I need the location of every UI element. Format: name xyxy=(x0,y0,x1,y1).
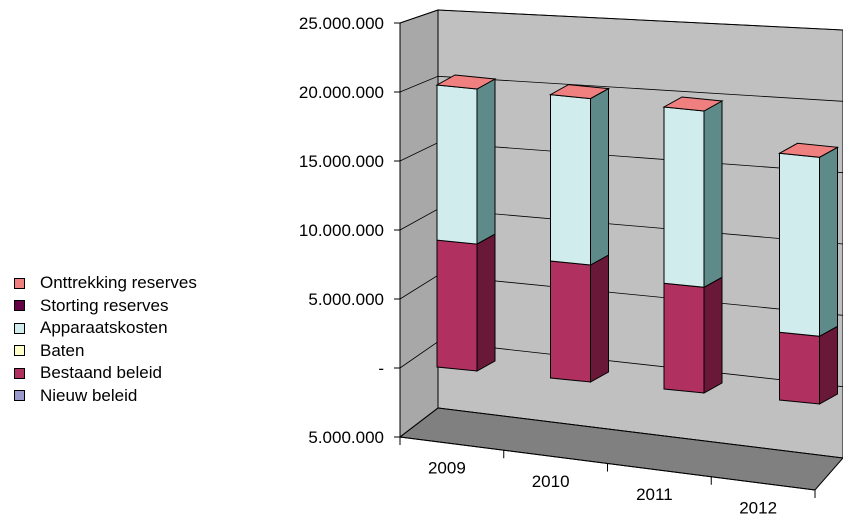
legend-swatch xyxy=(14,300,25,312)
bar-side xyxy=(476,233,496,372)
legend-item: Onttrekking reserves xyxy=(14,272,197,295)
legend-label: Baten xyxy=(40,340,85,360)
legend-label: Onttrekking reserves xyxy=(40,273,197,293)
x-tick-label: 2009 xyxy=(428,459,466,478)
chart-walls xyxy=(398,9,843,491)
bar-side xyxy=(819,146,838,338)
legend-swatch xyxy=(14,277,25,289)
legend-label: Apparaatskosten xyxy=(40,318,168,338)
bar-side xyxy=(819,325,838,405)
bar-top-cap xyxy=(777,142,840,158)
legend-label: Bestaand beleid xyxy=(40,363,162,383)
axes xyxy=(394,22,816,498)
bar-segment xyxy=(779,152,820,337)
bar-segment xyxy=(436,239,478,372)
y-tick-label: 5.000.000 xyxy=(308,290,384,309)
legend-item: Nieuw beleid xyxy=(14,385,197,408)
bar-segment xyxy=(663,282,705,394)
legend-label: Nieuw beleid xyxy=(40,385,138,405)
y-tick-label: 25.000.000 xyxy=(299,14,384,33)
bar-top-cap xyxy=(548,84,611,100)
bar-segment xyxy=(779,331,820,405)
bar-side xyxy=(590,254,609,383)
gridline xyxy=(399,75,843,102)
legend-item: Bestaand beleid xyxy=(14,362,197,385)
y-tick-label: - xyxy=(378,359,384,378)
bar-side xyxy=(703,276,723,394)
gridline xyxy=(399,407,843,459)
x-tick-label: 2011 xyxy=(636,485,673,504)
legend-item: Apparaatskosten xyxy=(14,317,197,340)
bar-segment xyxy=(550,94,591,266)
bar-segment xyxy=(550,260,591,383)
bar-side xyxy=(703,100,723,289)
y-tick-label: 5.000.000 xyxy=(308,428,384,447)
legend-item: Baten xyxy=(14,340,197,363)
y-tick-label: 15.000.000 xyxy=(299,152,384,171)
side-wall xyxy=(399,9,439,439)
x-axis-tick-labels: 2009 2010 2011 2012 xyxy=(428,459,777,518)
legend-swatch xyxy=(14,367,25,379)
x-tick-label: 2010 xyxy=(532,472,570,491)
bar-side xyxy=(476,78,496,245)
x-tick-label: 2012 xyxy=(739,498,777,517)
bar-side xyxy=(590,87,609,266)
gridline xyxy=(399,9,843,31)
legend-swatch xyxy=(14,345,25,357)
y-tick-label: 20.000.000 xyxy=(299,83,384,102)
bar-top-cap xyxy=(435,74,497,90)
legend-label: Storting reserves xyxy=(40,295,169,315)
bar-top-cap xyxy=(662,96,724,112)
bar-segment xyxy=(663,106,705,288)
legend-item: Storting reserves xyxy=(14,295,197,318)
y-axis-tick-labels: 25.000.000 20.000.000 15.000.000 10.000.000… xyxy=(299,14,384,447)
legend-swatch xyxy=(14,322,25,334)
bar-segment xyxy=(436,84,478,245)
bars xyxy=(435,74,840,405)
legend-swatch xyxy=(14,390,25,402)
y-tick-label: 10.000.000 xyxy=(299,221,384,240)
legend: Onttrekking reserves Storting reserves App… xyxy=(14,272,197,407)
